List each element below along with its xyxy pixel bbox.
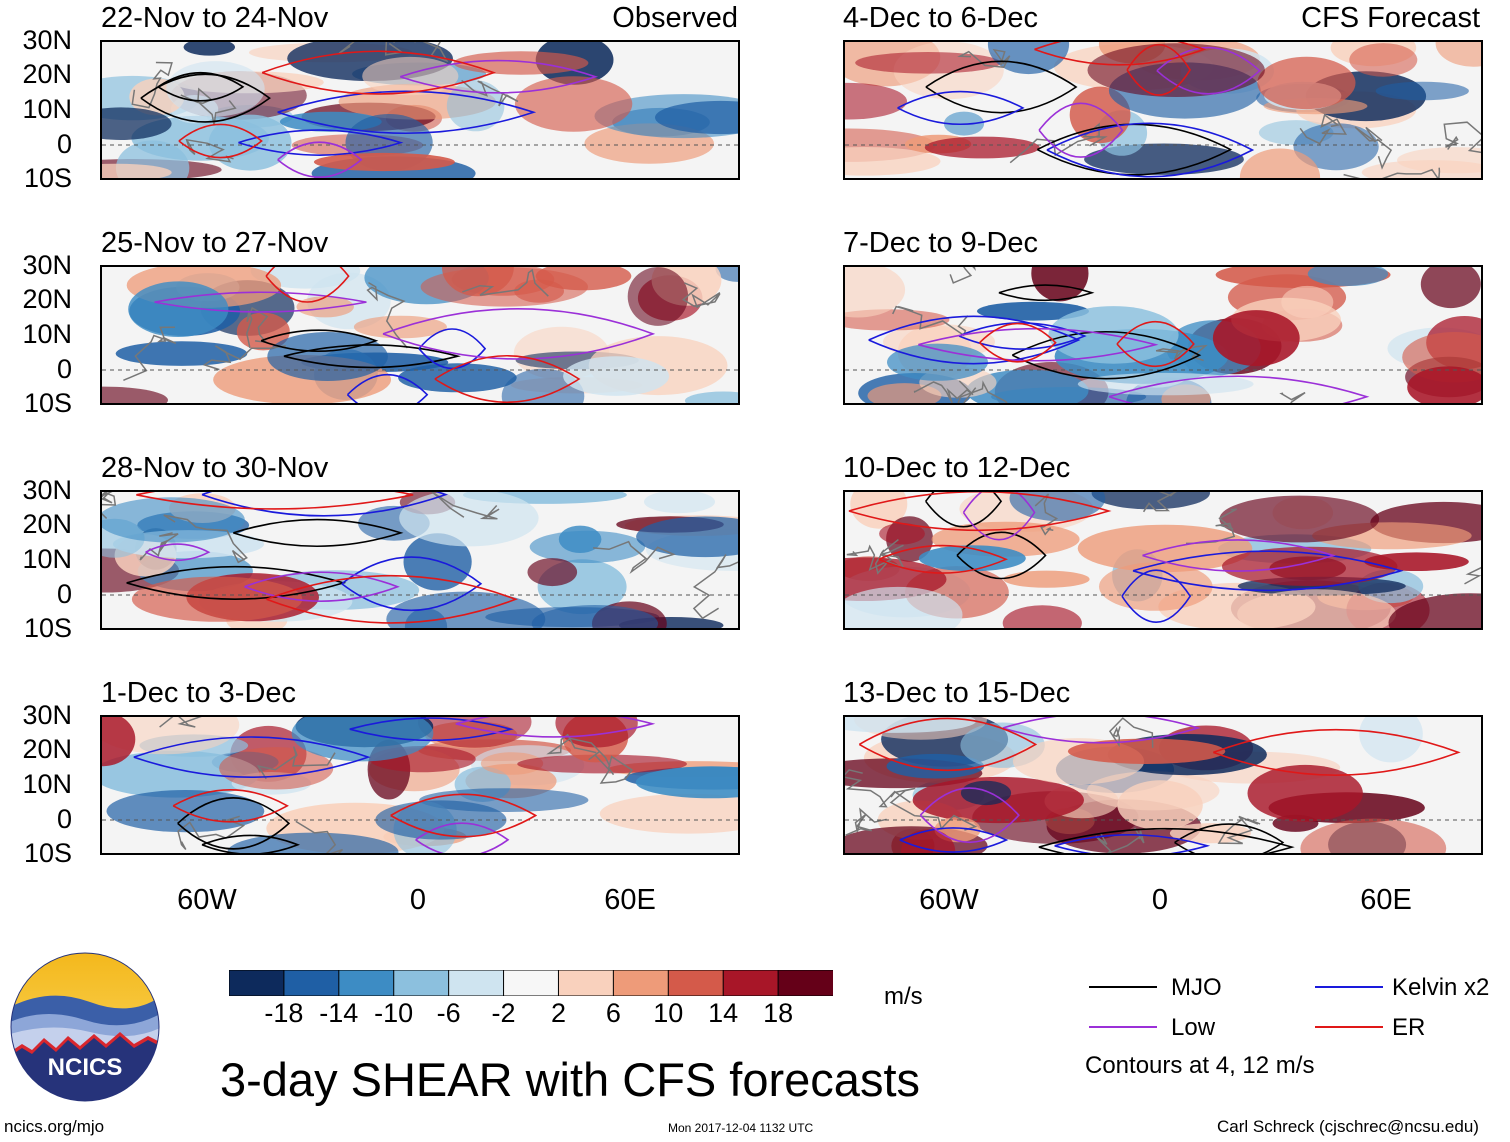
legend-kelvin: Kelvin x2 [1392, 974, 1490, 1001]
panel-title-6: 7-Dec to 9-Dec [843, 227, 1039, 259]
lat-label-row2-0: 30N [22, 250, 72, 280]
lat-label-row4-3: 0 [56, 804, 72, 834]
panel-title-5: 4-Dec to 6-Dec [843, 2, 1039, 34]
lat-label-row4-0: 30N [22, 700, 72, 730]
panel-title-7: 10-Dec to 12-Dec [843, 452, 1071, 484]
lon-label-60w-right: 60W [919, 884, 979, 916]
shear-map-panel-3 [100, 490, 740, 630]
panel-title-3: 28-Nov to 30-Nov [101, 452, 329, 484]
footer-url[interactable]: ncics.org/mjo [4, 1117, 105, 1136]
colorbar-label-6: 6 [605, 998, 621, 1028]
shear-map-panel-5 [843, 40, 1483, 180]
lat-label-row2-4: 10S [23, 388, 72, 418]
ncics-logo: NCICS [10, 952, 160, 1102]
lon-label-60e-left: 60E [604, 884, 656, 916]
legend-low: Low [1171, 1014, 1216, 1041]
shear-map-panel-6 [843, 265, 1483, 405]
logo-text: NCICS [48, 1054, 123, 1081]
footer-timestamp: Mon 2017-12-04 1132 UTC [668, 1121, 814, 1135]
lon-label-60e-right: 60E [1360, 884, 1412, 916]
panel-title-1: 22-Nov to 24-Nov [101, 2, 329, 34]
lon-label-0-right: 0 [1151, 884, 1169, 916]
colorbar-label-3: -6 [436, 998, 461, 1028]
lat-label-row2-1: 20N [22, 284, 72, 314]
shear-map-panel-8 [843, 715, 1483, 855]
colorbar-label-9: 18 [763, 998, 794, 1028]
lat-label-row3-0: 30N [22, 475, 72, 505]
lat-label-row1-3: 0 [56, 129, 72, 159]
colorbar-swatch-6 [557, 969, 615, 997]
lon-label-60w-left: 60W [177, 884, 237, 916]
colorbar-label-5: 2 [550, 998, 567, 1028]
legend-er: ER [1392, 1014, 1426, 1041]
lat-label-row3-1: 20N [22, 509, 72, 539]
main-title: 3-day SHEAR with CFS forecasts [220, 1053, 920, 1106]
colorbar-swatch-3 [393, 969, 450, 997]
colorbar-label-0: -18 [264, 998, 304, 1028]
contour-note: Contours at 4, 12 m/s [1085, 1052, 1315, 1079]
legend-mjo: MJO [1171, 974, 1222, 1001]
observed-label: Observed [612, 2, 738, 34]
lat-label-row2-3: 0 [56, 354, 72, 384]
colorbar-swatch-2 [338, 969, 395, 997]
footer-credit: Carl Schreck (cjschrec@ncsu.edu) [1217, 1117, 1479, 1136]
lat-label-row3-4: 10S [23, 613, 72, 643]
lat-label-row1-2: 10N [22, 94, 72, 124]
colorbar-label-1: -14 [319, 998, 359, 1028]
unit-label: m/s [884, 983, 923, 1010]
colorbar-label-2: -10 [374, 998, 414, 1028]
colorbar-swatch-5 [503, 969, 560, 997]
lat-label-row4-4: 10S [23, 838, 72, 868]
colorbar-swatch-7 [612, 969, 670, 997]
shear-map-panel-2 [100, 265, 740, 405]
colorbar-swatch-0 [228, 969, 285, 997]
colorbar-label-8: 14 [708, 998, 739, 1028]
lat-label-row3-3: 0 [56, 579, 72, 609]
lat-label-row4-1: 20N [22, 734, 72, 764]
panel-title-2: 25-Nov to 27-Nov [101, 227, 329, 259]
shear-map-panel-7 [843, 490, 1483, 630]
cfs-forecast-label: CFS Forecast [1301, 2, 1480, 34]
lat-label-row3-2: 10N [22, 544, 72, 574]
colorbar-swatch-4 [448, 969, 505, 997]
colorbar-swatch-8 [667, 969, 725, 997]
colorbar-label-4: -2 [491, 998, 516, 1028]
colorbar-label-7: 10 [653, 998, 684, 1028]
colorbar [228, 969, 835, 997]
panel-title-4: 1-Dec to 3-Dec [101, 677, 297, 709]
colorbar-swatch-10 [777, 969, 835, 997]
colorbar-swatch-1 [283, 969, 340, 997]
lat-label-row1-1: 20N [22, 59, 72, 89]
lat-label-row2-2: 10N [22, 319, 72, 349]
lat-label-row1-0: 30N [22, 25, 72, 55]
colorbar-swatch-9 [722, 969, 780, 997]
shear-map-panel-4 [100, 715, 740, 855]
lon-label-0-left: 0 [409, 884, 427, 916]
shear-map-panel-1 [100, 40, 740, 180]
lat-label-row1-4: 10S [23, 163, 72, 193]
legend-lines [1089, 986, 1383, 1028]
panel-title-8: 13-Dec to 15-Dec [843, 677, 1071, 709]
lat-label-row4-2: 10N [22, 769, 72, 799]
